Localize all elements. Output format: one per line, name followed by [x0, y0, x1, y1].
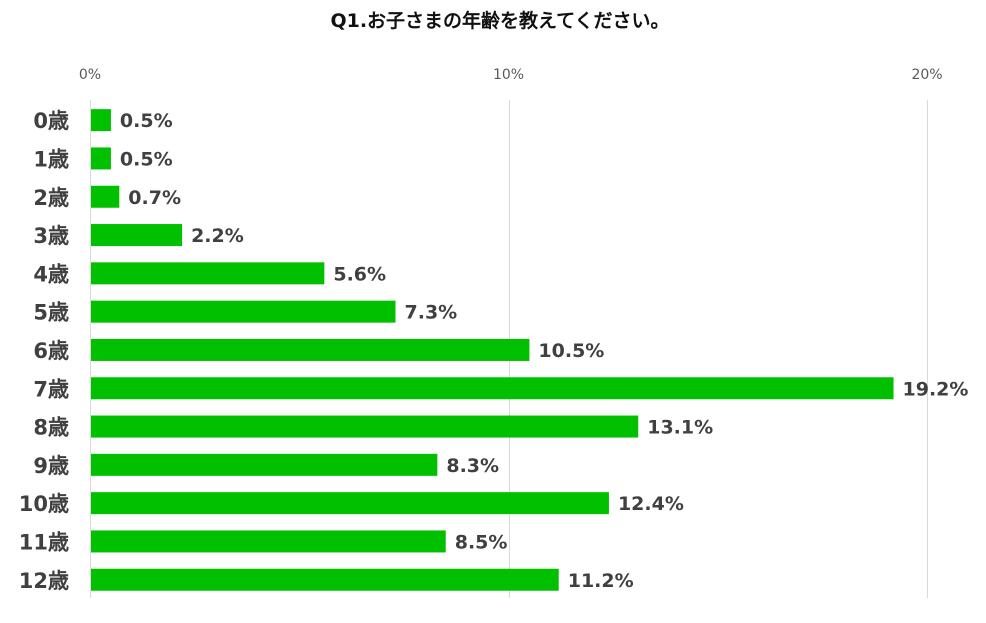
bar [91, 492, 609, 515]
bar [91, 338, 530, 361]
bar [91, 415, 639, 438]
bar [91, 147, 111, 170]
data-label: 5.6% [333, 263, 386, 285]
bar [91, 224, 183, 247]
data-label: 8.3% [446, 455, 499, 477]
category-label: 7歳 [33, 377, 69, 401]
x-tick-label: 10% [493, 67, 524, 83]
data-label: 8.5% [455, 531, 508, 553]
x-tick-label: 0% [79, 67, 101, 83]
category-label: 1歳 [33, 147, 69, 171]
bar [91, 300, 396, 323]
data-label: 10.5% [538, 340, 604, 362]
data-label: 2.2% [191, 225, 244, 247]
data-label: 19.2% [903, 378, 969, 400]
category-label: 4歳 [33, 262, 69, 286]
bar [91, 568, 559, 591]
category-label: 11歳 [19, 530, 69, 554]
bar [91, 262, 325, 285]
x-axis-ticks: 0% 10% 20% [79, 67, 943, 83]
chart-title: Q1.お子さまの年齢を教えてください。 [330, 9, 669, 32]
bars [91, 109, 894, 591]
category-label: 6歳 [33, 339, 69, 363]
data-label: 13.1% [647, 417, 713, 439]
bar [91, 109, 111, 132]
category-label: 9歳 [33, 454, 69, 478]
data-label: 0.5% [120, 110, 173, 132]
category-label: 10歳 [19, 492, 69, 516]
x-tick-label: 20% [911, 67, 942, 83]
category-labels: 0歳 1歳 2歳 3歳 4歳 5歳 6歳 7歳 8歳 9歳 10歳 11歳 12歳 [19, 109, 69, 593]
bar [91, 453, 438, 476]
data-label: 0.5% [120, 148, 173, 170]
category-label: 5歳 [33, 301, 69, 325]
bar [91, 377, 894, 400]
category-label: 12歳 [19, 569, 69, 593]
category-label: 2歳 [33, 186, 69, 210]
value-labels: 0.5% 0.5% 0.7% 2.2% 5.6% 7.3% 10.5% 19.2% 13.1% 8… [120, 110, 969, 592]
category-label: 0歳 [33, 109, 69, 133]
bar [91, 185, 120, 208]
category-label: 8歳 [33, 416, 69, 440]
data-label: 7.3% [405, 302, 458, 324]
data-label: 0.7% [128, 187, 181, 209]
data-label: 12.4% [618, 493, 684, 515]
data-label: 11.2% [568, 570, 634, 592]
category-label: 3歳 [33, 224, 69, 248]
bar [91, 530, 446, 553]
